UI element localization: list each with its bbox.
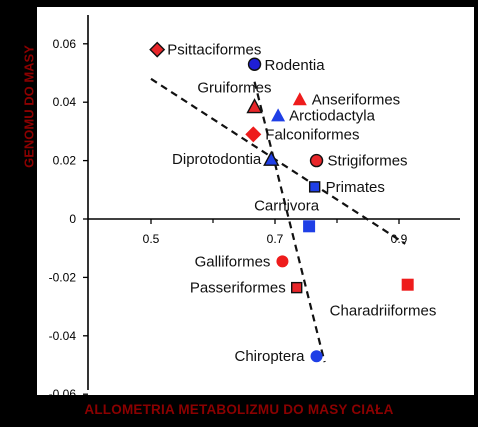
label-primates: Primates [326, 179, 385, 196]
point-charadriiformes [401, 278, 414, 291]
point-arctiodactyla [271, 108, 286, 122]
point-psittaciformes [149, 41, 166, 58]
y-tick-label: -0.06 [49, 387, 77, 401]
point-rodentia [247, 57, 262, 71]
trend-line [253, 81, 326, 363]
point-anseriformes [292, 92, 307, 106]
label-gruiformes: Gruiformes [197, 80, 271, 97]
y-axis-title: GENOMU DO MASY [21, 45, 37, 168]
label-passeriformes: Passeriformes [190, 280, 286, 297]
point-gruiformes [246, 98, 263, 114]
y-tick-label: -0.04 [49, 329, 77, 343]
x-axis-title: ALLOMETRIA METABOLIZMU DO MASY CIAŁA [84, 402, 394, 417]
label-psittaciformes: Psittaciformes [167, 42, 261, 59]
plot-background [37, 7, 474, 395]
y-tick-label: 0.04 [53, 95, 77, 109]
point-diprotodontia [263, 150, 280, 166]
label-chiroptera: Chiroptera [234, 348, 305, 365]
point-falconiformes [245, 126, 262, 143]
point-passeriformes [291, 281, 303, 294]
y-tick-label: 0 [69, 212, 76, 226]
y-tick-label: -0.02 [49, 270, 77, 284]
label-charadriiformes: Charadriiformes [330, 303, 437, 320]
point-primates [308, 181, 321, 193]
label-diprotodontia: Diprotodontia [172, 151, 262, 168]
point-strigiformes [309, 153, 324, 168]
trend-line [150, 77, 406, 245]
label-carnivora: Carnivora [254, 197, 320, 214]
x-tick-label: 0.7 [267, 232, 284, 246]
label-rodentia: Rodentia [265, 57, 326, 74]
label-strigiformes: Strigiformes [328, 153, 408, 170]
point-chiroptera [310, 350, 323, 363]
point-carnivora [303, 220, 316, 233]
label-arctiodactyla: Arctiodactyla [289, 107, 376, 124]
point-galliformes [276, 255, 289, 268]
x-tick-label: 0.5 [143, 232, 160, 246]
label-anseriformes: Anseriformes [312, 91, 400, 108]
trend-lines [150, 77, 406, 363]
data-points [149, 41, 414, 363]
y-tick-label: 0.06 [53, 37, 77, 51]
y-tick-label: 0.02 [53, 154, 77, 168]
label-galliformes: Galliformes [195, 253, 271, 270]
label-falconiformes: Falconiformes [265, 126, 359, 143]
